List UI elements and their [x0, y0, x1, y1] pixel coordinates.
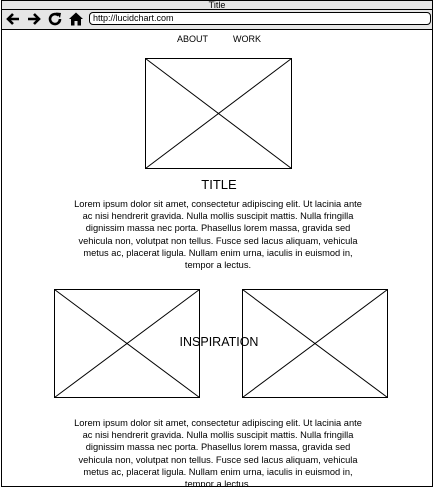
gallery-heading: INSPIRATION: [179, 335, 259, 349]
gallery-image-placeholder-right: [242, 289, 388, 398]
hero-image-placeholder: [145, 58, 292, 169]
reload-icon[interactable]: [47, 11, 63, 27]
address-url: http://lucidchart.com: [93, 13, 174, 23]
page-title: TITLE: [201, 177, 237, 192]
gallery-image-placeholder-left: [54, 289, 200, 398]
browser-toolbar: http://lucidchart.com: [2, 10, 432, 30]
back-arrow-icon[interactable]: [5, 11, 21, 27]
address-bar[interactable]: http://lucidchart.com: [89, 12, 431, 25]
window-title: Title: [208, 0, 226, 10]
forward-arrow-icon[interactable]: [26, 11, 42, 27]
nav-link-work[interactable]: WORK: [233, 34, 261, 44]
window-titlebar: Title: [2, 1, 432, 10]
gallery-paragraph: Lorem ipsum dolor sit amet, consectetur …: [74, 418, 362, 487]
home-icon[interactable]: [68, 11, 84, 27]
nav-link-about[interactable]: ABOUT: [177, 34, 209, 44]
intro-paragraph: Lorem ipsum dolor sit amet, consectetur …: [74, 199, 362, 271]
